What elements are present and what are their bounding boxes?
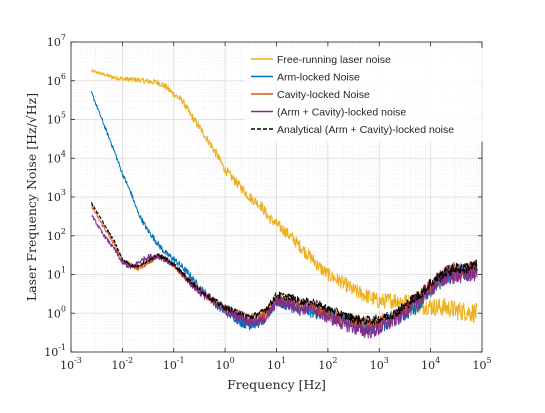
series-group: [90, 69, 478, 339]
y-axis-label: Laser Frequency Noise [Hz/√Hz]: [24, 93, 39, 301]
legend-label: Cavity-locked Noise: [277, 89, 370, 101]
y-tick-label: 103: [47, 188, 66, 204]
x-tick-label: 10-1: [163, 356, 185, 372]
x-axis-label: Frequency [Hz]: [227, 377, 326, 392]
legend-label: Free-running laser noise: [277, 54, 391, 66]
legend-box: [245, 48, 485, 142]
series-line-4: [90, 201, 478, 326]
y-tick-label: 104: [47, 149, 66, 165]
x-tick-label: 105: [472, 356, 491, 372]
legend-label: Arm-locked Noise: [277, 72, 360, 84]
x-tick-label: 102: [318, 356, 337, 372]
legend: Free-running laser noise Arm-locked Noise…: [245, 48, 485, 142]
tick-labels: 10-3 10-2 10-1 100 101 102 103 104 105 10-1 100 101…: [44, 33, 491, 372]
legend-label: Analytical (Arm + Cavity)-locked noise: [277, 124, 454, 136]
y-tick-label: 107: [47, 33, 66, 49]
x-tick-label: 101: [267, 356, 286, 372]
y-tick-label: 101: [47, 266, 66, 282]
x-tick-label: 104: [421, 356, 440, 372]
y-tick-label: 102: [47, 227, 66, 243]
x-tick-label: 10-3: [60, 356, 82, 372]
y-tick-label: 105: [47, 111, 66, 127]
legend-label: (Arm + Cavity)-locked noise: [277, 107, 406, 119]
x-tick-label: 100: [216, 356, 235, 372]
x-tick-label: 103: [370, 356, 389, 372]
y-tick-label: 10-1: [44, 343, 66, 359]
y-tick-label: 100: [47, 304, 66, 320]
y-tick-label: 106: [47, 72, 66, 88]
x-tick-label: 10-2: [111, 356, 133, 372]
